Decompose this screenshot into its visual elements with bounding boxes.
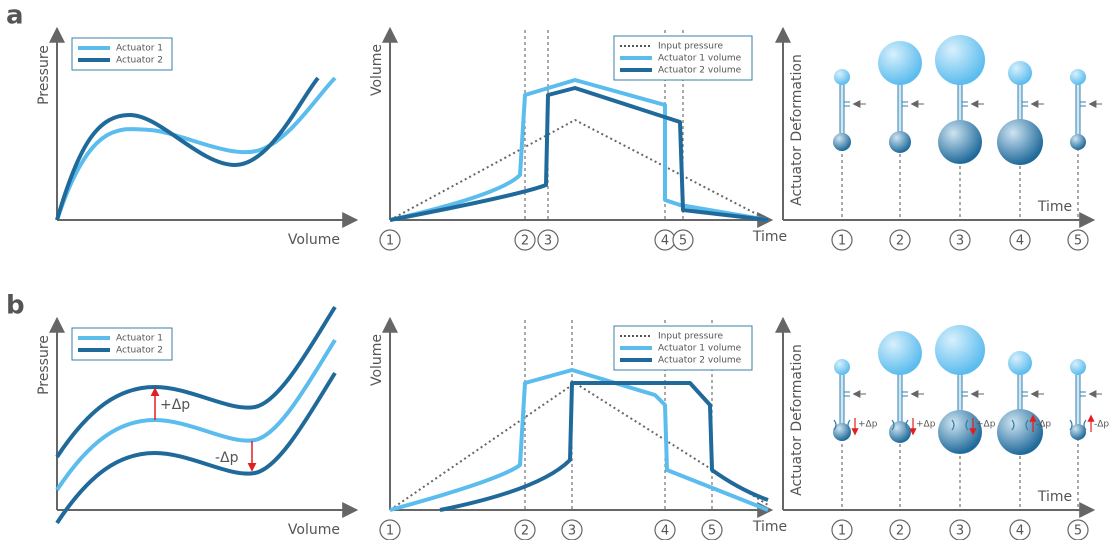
actuator-top [935, 35, 985, 85]
step-label: 3 [956, 234, 964, 249]
y-axis-label: Actuator Deformation [789, 54, 805, 206]
actuator-top [1070, 69, 1086, 85]
y-axis-label: Pressure [36, 45, 52, 105]
valve [1080, 102, 1086, 106]
valve [844, 392, 850, 396]
valve [844, 102, 850, 106]
legend-label: Actuator 1 volume [658, 344, 742, 354]
step-label: 5 [708, 524, 716, 539]
x-axis-label: Time [752, 229, 787, 245]
step-label: 3 [956, 524, 964, 539]
step-label: 1 [838, 234, 846, 249]
volume-actuator-1 [390, 80, 768, 220]
annotation: +Δp [160, 397, 190, 413]
legend-label: Input pressure [658, 332, 724, 342]
actuator-stem [1076, 367, 1080, 432]
y-axis-label: Actuator Deformation [789, 344, 805, 496]
x-axis-label: Time [752, 519, 787, 535]
actuator-top [935, 325, 985, 375]
figure: a Pressure Volume Actuator 1 Actuator 2 Volum… [0, 0, 1115, 540]
y-axis-label: Volume [369, 334, 385, 386]
actuator-top [834, 359, 850, 375]
step-label: 1 [386, 234, 394, 249]
y-axis-label: Volume [369, 44, 385, 96]
step-label: 4 [661, 524, 669, 539]
step-label: 3 [568, 524, 576, 539]
annotation: -Δp [215, 450, 239, 466]
legend-label: Actuator 2 [116, 56, 163, 66]
x-axis-label: Volume [288, 232, 340, 248]
volume-actuator-2 [390, 88, 768, 220]
valve-label: -Δp [1036, 420, 1051, 430]
legend-label: Actuator 1 [116, 44, 163, 54]
actuator-bottom [997, 119, 1043, 165]
actuator-stem [840, 77, 844, 142]
legend-label: Actuator 2 [116, 346, 163, 356]
actuator-top [878, 41, 922, 85]
legend-label: Actuator 2 volume [658, 66, 742, 76]
legend-label: Input pressure [658, 42, 724, 52]
x-axis-label: Volume [288, 522, 340, 538]
valve [902, 102, 908, 106]
legend-label: Actuator 2 volume [658, 356, 742, 366]
valve-label: -Δp [1094, 420, 1109, 430]
actuator-stem [1076, 77, 1080, 142]
legend-label: Actuator 1 [116, 334, 163, 344]
actuator-bottom [833, 133, 851, 151]
panel-label: a [6, 1, 24, 31]
valve [1022, 102, 1028, 106]
valve [1080, 392, 1086, 396]
valve-label: +Δp [858, 420, 878, 430]
x-axis-label: Time [1037, 199, 1072, 215]
curve-actuator-2 [57, 78, 318, 220]
y-axis-label: Pressure [36, 335, 52, 395]
legend-label: Actuator 1 volume [658, 54, 742, 64]
step-label: 3 [544, 234, 552, 249]
step-label: 5 [1074, 524, 1082, 539]
actuator-bottom [889, 131, 911, 153]
actuator-stem [840, 367, 844, 432]
valve [1022, 392, 1028, 396]
valve-label: +Δp [916, 420, 936, 430]
valve [962, 102, 968, 106]
step-label: 2 [896, 524, 904, 539]
panel-label: b [6, 291, 25, 321]
actuator-bottom [1070, 134, 1086, 150]
actuator-top [834, 69, 850, 85]
actuator-bottom [938, 410, 982, 454]
curve-middle [57, 340, 335, 490]
actuator-top [1008, 351, 1032, 375]
step-label: 4 [1016, 234, 1024, 249]
step-label: 5 [679, 234, 687, 249]
step-label: 2 [521, 234, 529, 249]
x-axis-label: Time [1037, 489, 1072, 505]
step-label: 2 [521, 524, 529, 539]
step-label: 4 [661, 234, 669, 249]
step-label: 1 [386, 524, 394, 539]
valve [902, 392, 908, 396]
actuator-bottom [997, 409, 1043, 455]
actuator-top [1008, 61, 1032, 85]
step-label: 1 [838, 524, 846, 539]
step-label: 5 [1074, 234, 1082, 249]
valve-label: +Δp [976, 420, 996, 430]
valve [962, 392, 968, 396]
actuator-bottom [938, 120, 982, 164]
actuator-top [878, 331, 922, 375]
actuator-top [1070, 359, 1086, 375]
step-label: 2 [896, 234, 904, 249]
actuator-bottom [889, 421, 911, 443]
step-label: 4 [1016, 524, 1024, 539]
